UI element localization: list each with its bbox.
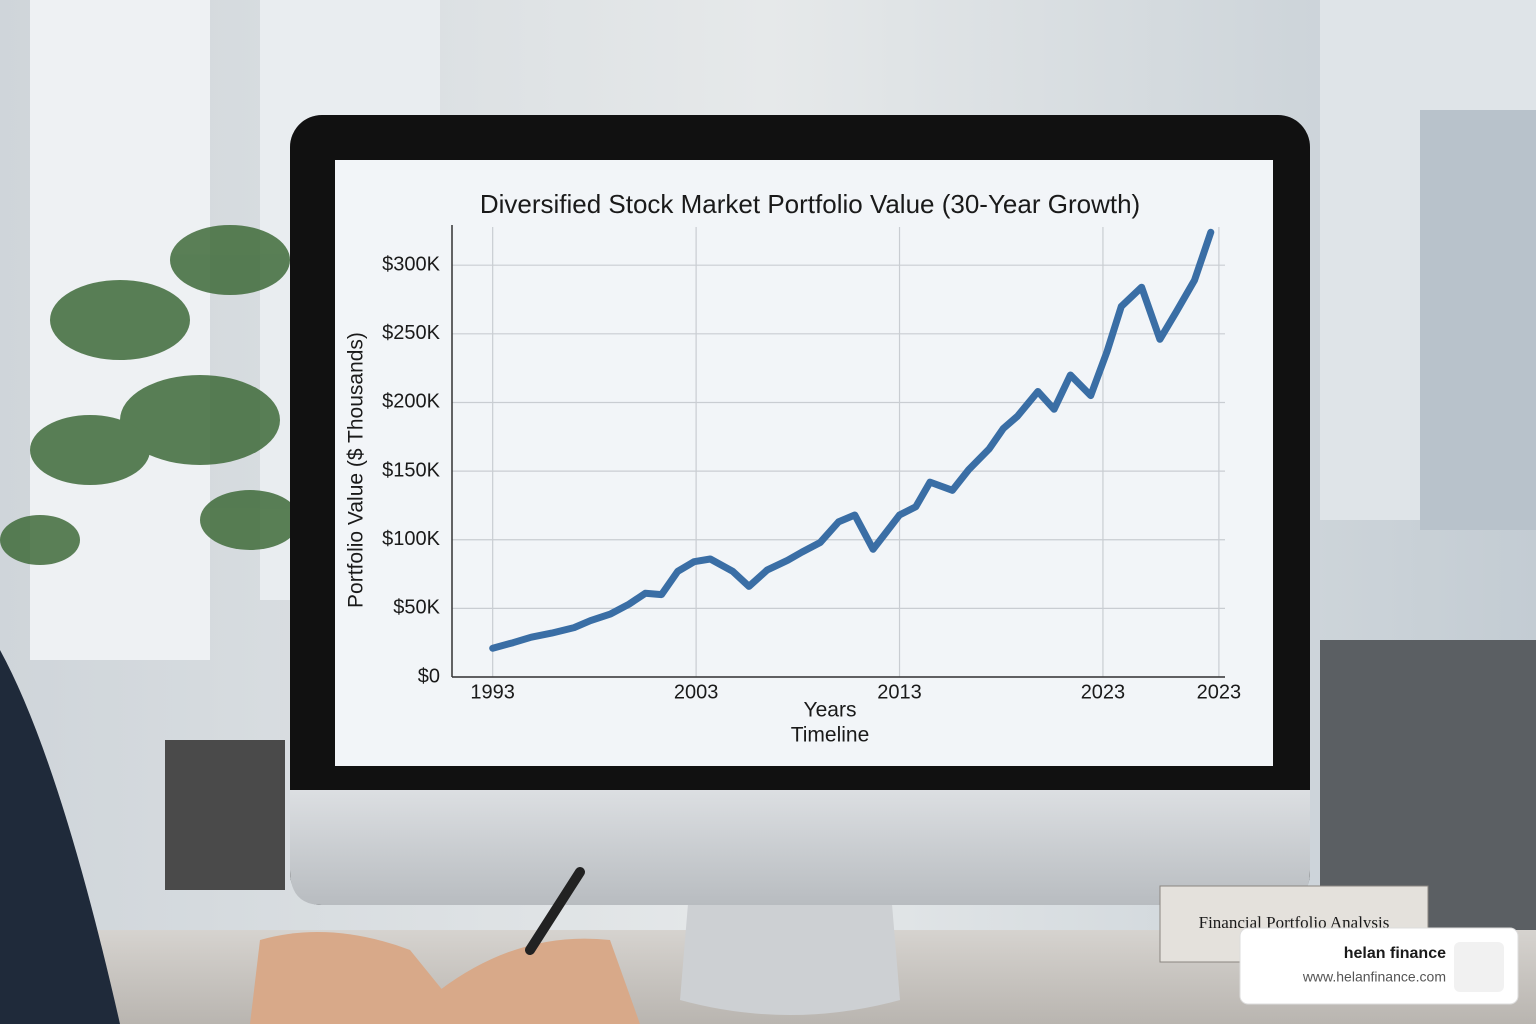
watermark-logo	[1454, 942, 1504, 992]
pen	[525, 867, 585, 955]
y-tick-label: $50K	[393, 597, 440, 619]
building	[1420, 110, 1536, 530]
y-tick-label: $300K	[382, 253, 440, 275]
monitor-chin	[290, 790, 1310, 905]
data-line	[489, 228, 1215, 652]
monitor-stand	[680, 880, 900, 1015]
x-tick-label: 2023	[1197, 681, 1242, 703]
y-tick-label: $100K	[382, 528, 440, 550]
nameplate-text: Financial Portfolio Analysis	[1199, 913, 1390, 932]
y-axis-label: Portfolio Value ($ Thousands)	[345, 332, 368, 608]
x-tick-label: 2003	[674, 681, 719, 703]
plant-pot	[165, 740, 285, 890]
hand	[250, 932, 470, 1024]
y-tick-label: $0	[418, 665, 440, 687]
y-tick-label: $150K	[382, 459, 440, 481]
watermark-url: www.helanfinance.com	[1302, 969, 1446, 985]
screen	[335, 160, 1273, 766]
plant	[0, 225, 300, 565]
y-tick-label: $250K	[382, 322, 440, 344]
x-tick-label: 2013	[877, 681, 922, 703]
x-axis-label: Years	[804, 699, 857, 722]
hand	[430, 938, 640, 1024]
sleeve	[0, 650, 120, 1024]
x-tick-label: 2023	[1081, 681, 1126, 703]
x-tick-label: 1993	[470, 681, 515, 703]
watermark	[1239, 927, 1519, 1005]
chart-title: Diversified Stock Market Portfolio Value…	[480, 189, 1140, 219]
plot: $0 $50K $100K $150K $200K $250K $300K 1993 2003 2…	[382, 225, 1241, 703]
y-tick-label: $200K	[382, 391, 440, 413]
x-axis-sublabel: Timeline	[791, 724, 870, 747]
watermark-brand: helan finance	[1344, 945, 1446, 962]
